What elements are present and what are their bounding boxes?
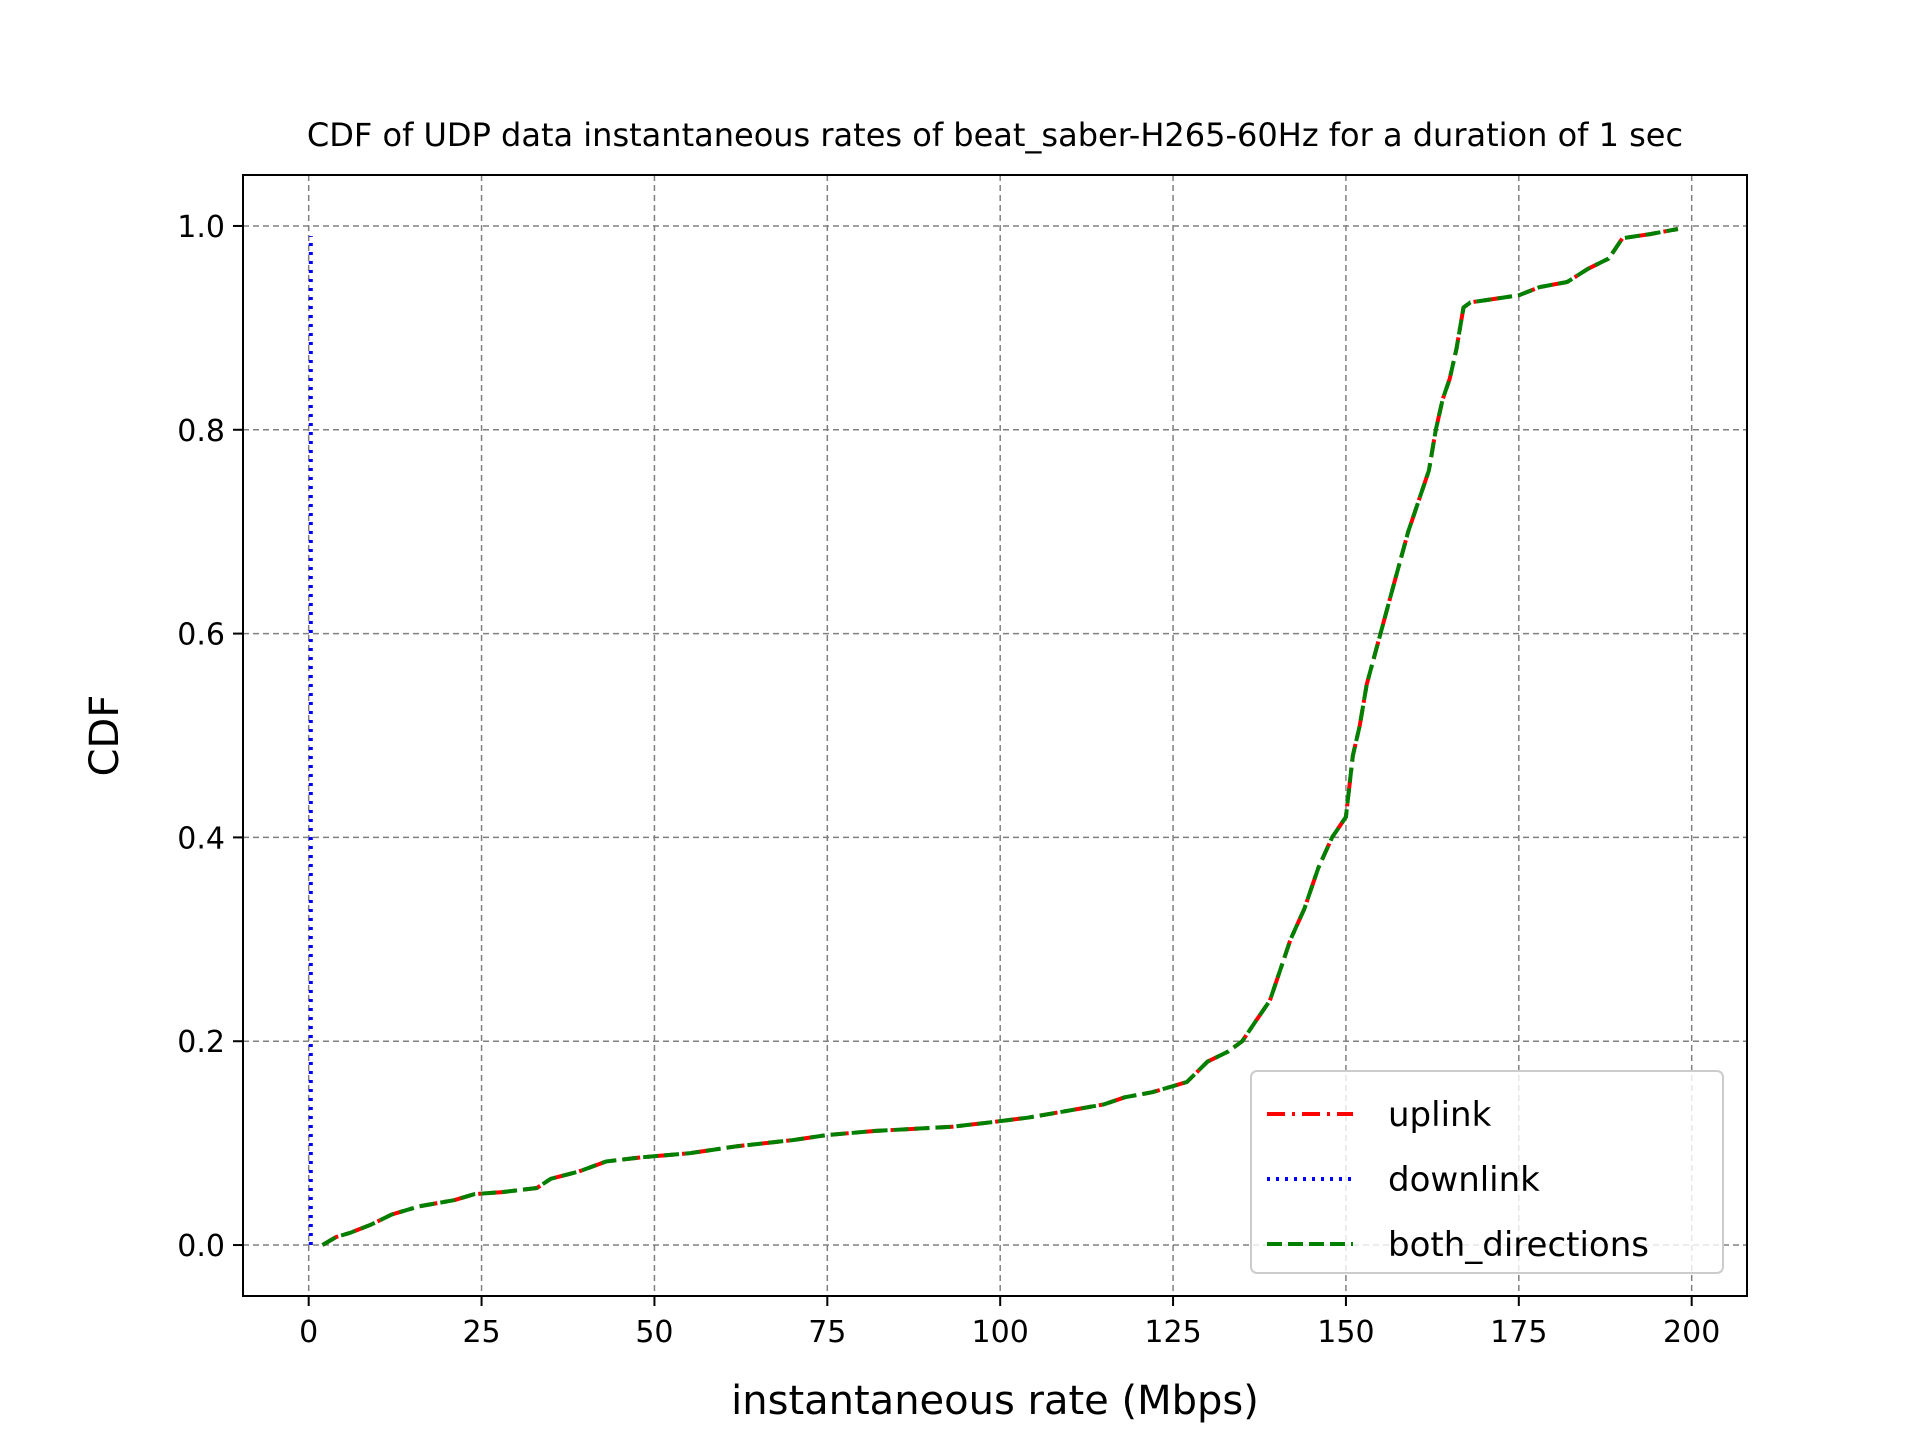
legend: uplink downlink both_directions [1250,1070,1724,1274]
x-tick-label: 75 [808,1315,846,1350]
x-tick-label: 175 [1490,1315,1547,1350]
y-tick-label: 0.4 [177,821,225,856]
legend-box [1250,1070,1724,1274]
axis-ticks: 0 25 50 75 100 125 150 175 200 0.0 0.2 0.4 0.6 0.8 1.0 [177,210,1720,1350]
x-tick-label: 125 [1144,1315,1201,1350]
y-tick-label: 0.2 [177,1025,225,1060]
grid-lines [243,175,1747,1296]
x-tick-label: 0 [299,1315,318,1350]
series-line-both-directions [321,227,1679,1247]
y-tick-label: 0.0 [177,1229,225,1264]
x-tick-label: 200 [1663,1315,1720,1350]
y-axis-label: CDF [82,695,128,777]
legend-label-downlink: downlink [1388,1160,1540,1200]
x-tick-label: 150 [1317,1315,1374,1350]
legend-label-both-directions: both_directions [1388,1225,1649,1265]
x-tick-label: 50 [635,1315,673,1350]
series-lines [308,227,1679,1247]
y-tick-label: 0.8 [177,414,225,449]
y-tick-label: 1.0 [177,210,225,245]
legend-label-uplink: uplink [1388,1095,1492,1135]
x-tick-label: 100 [972,1315,1029,1350]
x-axis-label: instantaneous rate (Mbps) [731,1378,1259,1424]
x-tick-label: 25 [462,1315,500,1350]
plot-frame [242,174,1748,1297]
y-tick-label: 0.6 [177,618,225,653]
chart-title: CDF of UDP data instantaneous rates of b… [307,116,1683,154]
